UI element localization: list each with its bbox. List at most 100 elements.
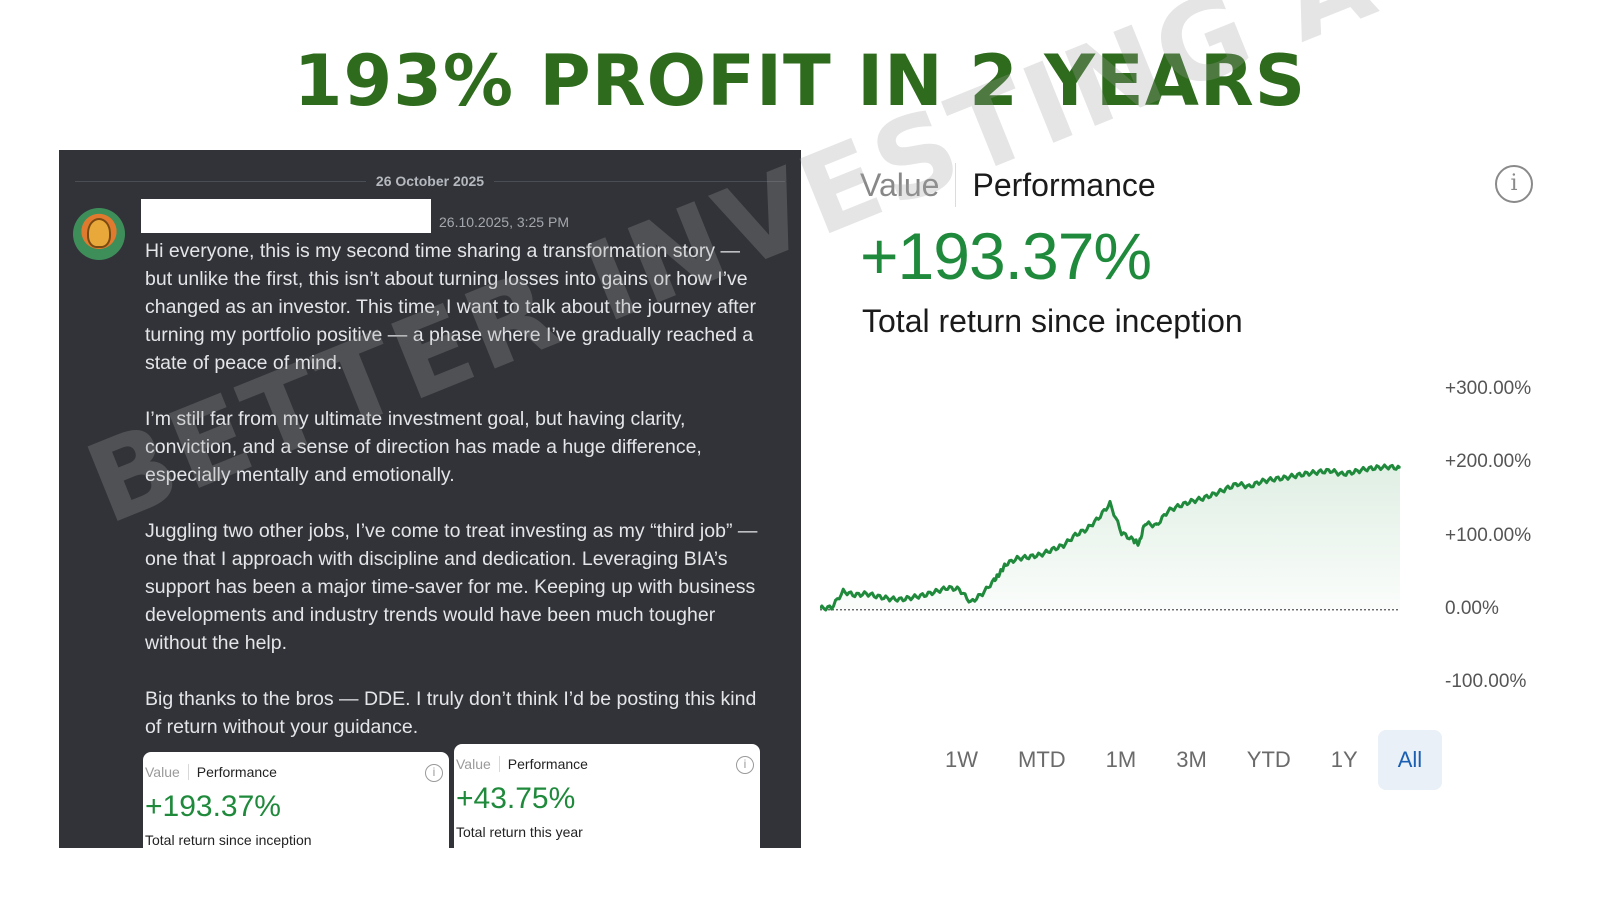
card-tab-value: Value xyxy=(145,764,189,780)
data-point xyxy=(1341,473,1343,475)
data-point xyxy=(865,593,867,595)
card-return-value: +193.37% xyxy=(145,790,281,823)
data-point xyxy=(1190,500,1192,502)
data-point xyxy=(1318,471,1320,473)
headline: 193% PROFIT IN 2 YEARS xyxy=(293,40,1307,122)
data-point xyxy=(877,596,879,598)
data-point xyxy=(1364,468,1366,470)
data-point xyxy=(1155,525,1157,527)
range-3m[interactable]: 3M xyxy=(1176,747,1207,772)
data-point xyxy=(1237,483,1239,485)
date-divider-label: 26 October 2025 xyxy=(375,173,485,189)
message-paragraph: Hi everyone, this is my second time shar… xyxy=(145,240,756,374)
card-tab-performance: Performance xyxy=(507,756,588,772)
data-point xyxy=(1051,549,1053,551)
card-return-value: +43.75% xyxy=(456,782,576,815)
data-point xyxy=(1225,488,1227,490)
data-point xyxy=(820,607,821,609)
data-point xyxy=(981,593,983,595)
data-point xyxy=(999,572,1001,574)
data-point xyxy=(1039,554,1041,556)
series-line xyxy=(820,463,1402,612)
performance-tabs: Value Performance xyxy=(860,163,1156,207)
data-point xyxy=(923,594,925,596)
info-icon: i xyxy=(736,756,754,774)
redacted-username xyxy=(141,199,431,233)
data-point xyxy=(889,598,891,600)
data-point xyxy=(900,598,902,600)
data-point xyxy=(1387,466,1389,468)
data-point xyxy=(854,594,856,596)
card-tab-value: Value xyxy=(456,756,500,772)
card-tabs: Value Performance xyxy=(145,764,277,780)
attachment-card-year[interactable]: Value Performance i +43.75% Total return… xyxy=(454,744,760,848)
info-icon[interactable]: i xyxy=(1495,165,1533,203)
data-point xyxy=(1260,481,1262,483)
data-point xyxy=(1283,477,1285,479)
range-1w[interactable]: 1W xyxy=(945,747,978,772)
performance-chart xyxy=(820,463,1402,612)
tab-value[interactable]: Value xyxy=(860,163,957,207)
data-point xyxy=(935,590,937,592)
y-tick-label: -100.00% xyxy=(1445,671,1527,692)
attachment-card-inception[interactable]: Value Performance i +193.37% Total retur… xyxy=(143,752,449,848)
data-point xyxy=(1144,522,1146,524)
y-tick-label: +200.00% xyxy=(1445,451,1532,473)
info-icon: i xyxy=(425,764,443,782)
data-point xyxy=(1097,517,1099,519)
y-tick-label: 0.00% xyxy=(1445,597,1499,619)
message-paragraph: Big thanks to the bros — DDE. I truly do… xyxy=(145,688,757,738)
data-point xyxy=(1248,486,1250,488)
range-ytd[interactable]: YTD xyxy=(1246,747,1291,772)
total-return-label: Total return since inception xyxy=(862,303,1243,339)
data-point xyxy=(1138,543,1140,545)
series-area xyxy=(820,465,1400,610)
data-point xyxy=(1306,473,1308,475)
message-timestamp: 26.10.2025, 3:25 PM xyxy=(439,214,569,230)
card-tab-performance: Performance xyxy=(196,764,277,780)
data-point xyxy=(1213,493,1215,495)
data-point xyxy=(1202,497,1204,499)
message-paragraph: Juggling two other jobs, I’ve come to tr… xyxy=(145,520,758,654)
card-return-label: Total return this year xyxy=(456,824,583,840)
data-point xyxy=(1074,534,1076,536)
data-point xyxy=(912,596,914,598)
data-point xyxy=(1353,471,1355,473)
data-point xyxy=(1132,539,1134,541)
data-point xyxy=(1109,503,1111,505)
avatar[interactable] xyxy=(73,208,125,260)
data-point xyxy=(1121,532,1123,534)
data-point xyxy=(947,587,949,589)
message-body: Hi everyone, this is my second time shar… xyxy=(145,237,765,769)
y-tick-label: +300.00% xyxy=(1445,378,1532,399)
y-tick-label: +100.00% xyxy=(1445,524,1532,546)
data-point xyxy=(1376,467,1378,469)
tab-performance[interactable]: Performance xyxy=(972,167,1156,203)
data-point xyxy=(1086,528,1088,530)
data-point xyxy=(1295,475,1297,477)
data-point xyxy=(1028,556,1030,558)
range-1y[interactable]: 1Y xyxy=(1330,747,1358,772)
range-selector: 1W MTD 1M 3M YTD 1Y All xyxy=(925,730,1443,790)
data-point xyxy=(970,601,972,603)
range-mtd[interactable]: MTD xyxy=(1018,747,1066,772)
range-1m[interactable]: 1M xyxy=(1105,747,1137,772)
data-point xyxy=(842,590,844,592)
data-point xyxy=(1063,544,1065,546)
data-point xyxy=(1167,510,1169,512)
card-tabs: Value Performance xyxy=(456,756,588,772)
chat-panel: 26 October 2025 26.10.2025, 3:25 PM Hi e… xyxy=(59,150,801,848)
data-point xyxy=(958,588,960,590)
data-point xyxy=(1005,563,1007,565)
range-all[interactable]: All xyxy=(1377,730,1443,790)
total-return-value: +193.37% xyxy=(860,219,1152,293)
data-point xyxy=(1271,478,1273,480)
data-point xyxy=(1399,467,1401,469)
data-point xyxy=(993,579,995,581)
date-divider: 26 October 2025 xyxy=(75,171,786,191)
message-paragraph: I’m still far from my ultimate investmen… xyxy=(145,408,702,486)
data-point xyxy=(1329,470,1331,472)
data-point xyxy=(1179,505,1181,507)
data-point xyxy=(1016,557,1018,559)
card-return-label: Total return since inception xyxy=(145,832,312,848)
